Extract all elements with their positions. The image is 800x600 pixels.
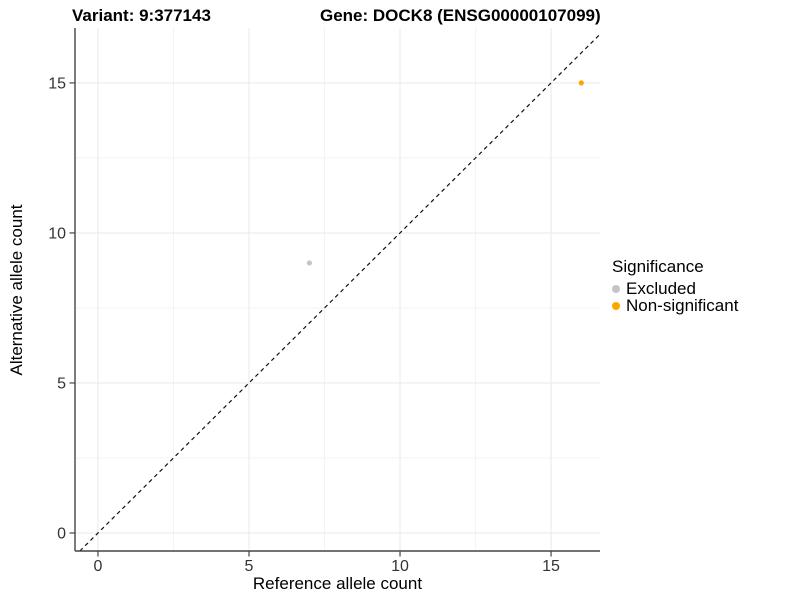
y-tick-label: 0: [57, 525, 66, 542]
identity-dashed-line: [79, 33, 601, 552]
legend: Significance Excluded Non-significant: [612, 257, 739, 315]
legend-items: Excluded Non-significant: [612, 278, 739, 315]
plot-title-gene: Gene: DOCK8 (ENSG00000107099): [320, 6, 601, 25]
y-tick-label: 15: [48, 75, 66, 92]
legend-item-label: Non-significant: [626, 295, 739, 315]
legend-item-label: Excluded: [626, 278, 696, 298]
x-tick-label: 10: [391, 558, 409, 575]
legend-title: Significance: [612, 257, 704, 276]
legend-item-excluded: Excluded: [612, 278, 738, 298]
y-axis-title: Alternative allele count: [7, 204, 26, 376]
scatter-point-non-significant: [578, 80, 584, 86]
y-tick-label: 10: [48, 225, 66, 242]
scatter-point-excluded: [306, 260, 313, 266]
x-tick-label: 0: [94, 558, 103, 575]
legend-dot-icon: [612, 284, 620, 293]
legend-dot-icon: [612, 301, 620, 310]
legend-item-non-significant: Non-significant: [612, 295, 739, 315]
x-tick-label: 15: [542, 558, 560, 575]
x-axis-title: Reference allele count: [252, 574, 423, 593]
y-tick-label: 5: [57, 375, 66, 392]
plot-title-variant: Variant: 9:377143: [72, 6, 211, 25]
x-tick-label: 5: [245, 558, 254, 575]
